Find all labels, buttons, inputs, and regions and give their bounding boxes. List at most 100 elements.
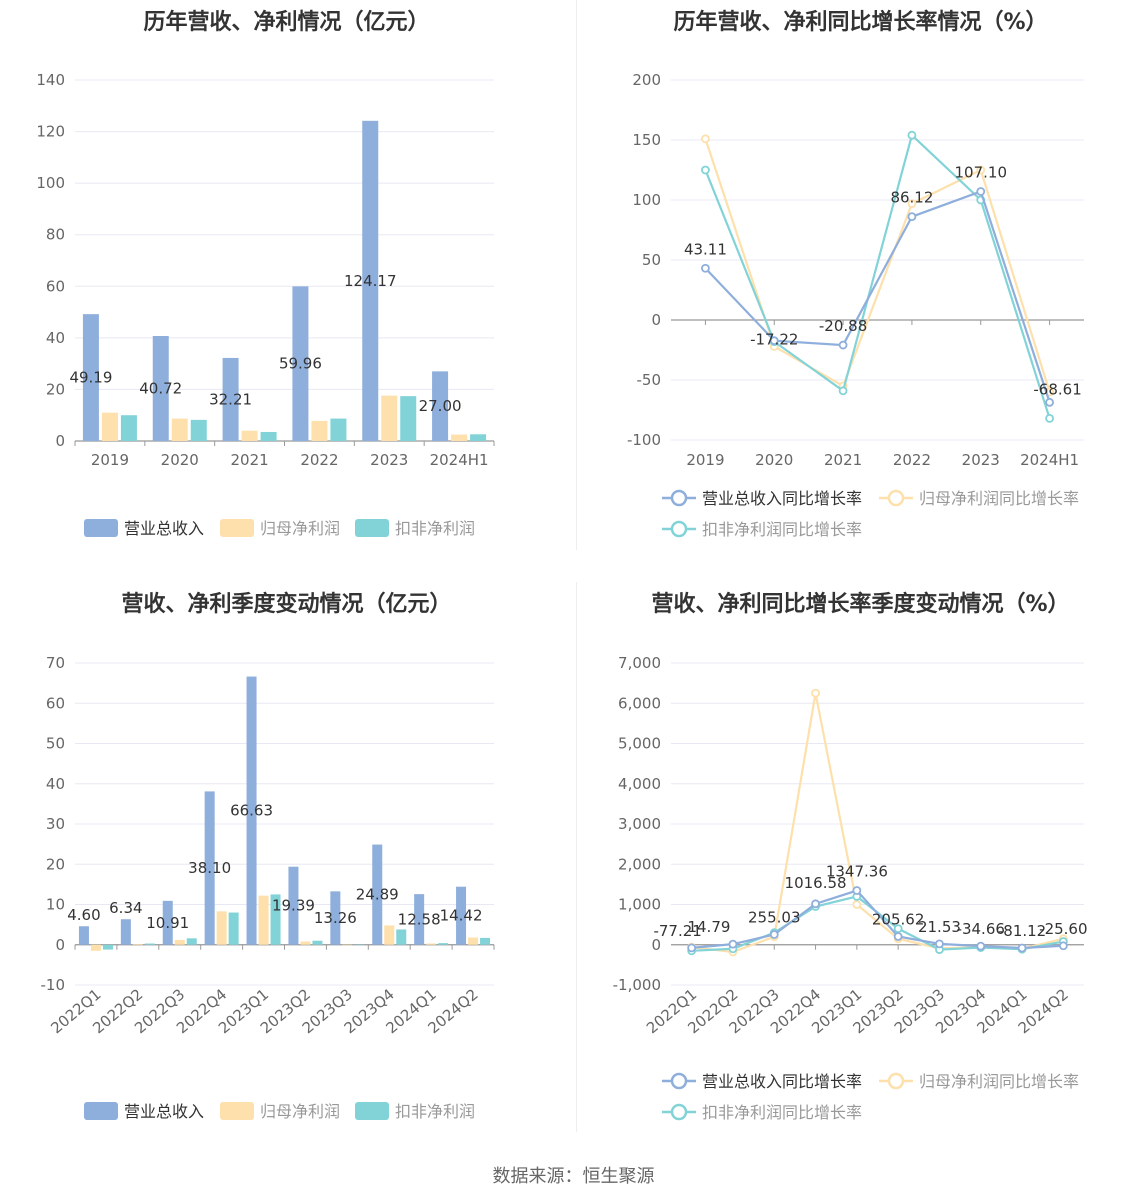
legend-label: 营业总收入 (124, 519, 204, 538)
data-label: 10.91 (146, 914, 189, 932)
series-line (704, 133, 1051, 419)
data-label: -25.60 (1039, 920, 1087, 938)
series-line (704, 190, 1051, 403)
bar-parent-net-profit (342, 944, 353, 946)
data-label: 21.53 (918, 918, 961, 936)
legend-label: 营业总收入 (124, 1102, 204, 1121)
bar-deducted-net-profit (186, 938, 197, 945)
bar-parent-net-profit (468, 937, 479, 945)
data-point (701, 134, 710, 144)
data-point (838, 386, 848, 396)
data-point (852, 900, 862, 909)
x-tick-label: 2024H1 (430, 451, 489, 469)
y-tick-label: -10 (41, 976, 66, 994)
bar-parent-net-profit (90, 944, 101, 951)
data-point (687, 943, 697, 953)
data-point (976, 941, 986, 951)
data-label: 32.21 (209, 390, 252, 408)
y-tick-label: 10 (46, 896, 65, 914)
data-label: 49.19 (69, 369, 112, 387)
bar-revenue (372, 844, 383, 945)
legend-item: 归母净利润同比增长率 (879, 1072, 1079, 1091)
y-tick-label: 100 (632, 191, 661, 209)
quarterly-growth-chart: 营收、净利同比增长率季度变动情况（%） -1,000 0 1,000 2,000 3,0… (574, 582, 1147, 1164)
x-tick-label: 2020 (161, 451, 199, 469)
bar-parent-net-profit (451, 434, 468, 441)
data-point (852, 886, 862, 895)
bar-deducted-net-profit (330, 418, 347, 441)
x-tick-label: 2024H1 (1020, 451, 1079, 469)
chart-title: 历年营收、净利同比增长率情况（%） (673, 10, 1048, 35)
data-label: 14.79 (687, 918, 730, 936)
data-point (935, 939, 944, 949)
data-label: 4.60 (67, 906, 100, 924)
data-label: -20.88 (819, 317, 867, 335)
y-tick-label: 40 (46, 329, 65, 347)
y-tick-label: 4,000 (618, 775, 661, 793)
bar-deducted-net-profit (120, 415, 137, 441)
legend-label: 扣非净利润同比增长率 (702, 1103, 862, 1122)
y-tick-label: 0 (651, 936, 661, 954)
chart-title: 历年营收、净利情况（亿元） (143, 10, 430, 35)
annual-amount-chart: 历年营收、净利情况（亿元） 0 20 40 60 80 100 120 140 2019 2020… (0, 0, 573, 582)
x-tick-label: 2023 (962, 451, 1000, 469)
bar-revenue (162, 900, 173, 945)
legend-item: 扣非净利润 (355, 519, 475, 538)
legend-marker (887, 489, 905, 507)
legend-item: 营业总收入 (84, 1102, 204, 1121)
legend-item: 扣非净利润 (355, 1102, 475, 1121)
y-tick-label: 200 (632, 71, 661, 89)
bar-deducted-net-profit (400, 396, 417, 441)
x-tick-label: 2022 (300, 451, 338, 469)
legend-swatch (220, 519, 254, 537)
bar-deducted-net-profit (102, 944, 113, 950)
y-tick-label: 50 (46, 735, 65, 753)
data-label: -81.12 (998, 922, 1046, 940)
bar-revenue (432, 371, 449, 441)
legend-marker (670, 520, 688, 538)
bar-parent-net-profit (384, 925, 395, 945)
legend-label: 归母净利润同比增长率 (919, 1072, 1079, 1091)
data-label: 255.03 (748, 908, 801, 926)
y-tick-label: 80 (46, 226, 65, 244)
bar-parent-net-profit (174, 939, 185, 945)
data-label: -34.66 (957, 920, 1005, 938)
data-point (811, 688, 820, 698)
data-label: -17.22 (750, 331, 798, 349)
chart-svg: -100 -50 0 50 100 150 200 2019 2020 2021 2022 2023 2… (627, 71, 1084, 539)
bar-revenue (414, 894, 425, 945)
data-point (811, 899, 820, 909)
legend-item: 营业总收入同比增长率 (662, 489, 862, 508)
y-tick-label: 140 (36, 71, 65, 89)
legend-item: 营业总收入 (84, 519, 204, 538)
data-point (1058, 941, 1068, 951)
legend-item: 归母净利润 (220, 519, 340, 538)
y-tick-label: 70 (46, 654, 65, 672)
legend-marker (887, 1072, 905, 1090)
data-point (976, 187, 986, 196)
bar-parent-net-profit (216, 911, 227, 945)
y-tick-label: 50 (642, 251, 661, 269)
bar-parent-net-profit (311, 420, 328, 441)
legend-label: 扣非净利润 (395, 1102, 475, 1121)
bar-revenue (456, 886, 467, 945)
bar-revenue (152, 336, 169, 441)
data-point (1045, 397, 1054, 407)
x-tick-label: 2019 (91, 451, 129, 469)
legend-swatch (84, 519, 118, 537)
data-label: 107.10 (955, 163, 1008, 181)
data-point (893, 932, 903, 941)
legend-marker (670, 489, 688, 507)
legend-swatch (84, 1102, 118, 1120)
bar-revenue (246, 676, 257, 945)
data-point (907, 130, 917, 140)
bar-revenue (78, 926, 89, 945)
legend-label: 归母净利润 (260, 519, 340, 538)
y-tick-label: 6,000 (618, 694, 661, 712)
legend-label: 归母净利润同比增长率 (919, 489, 1079, 508)
data-label: 14.42 (440, 907, 483, 925)
y-tick-label: 60 (46, 277, 65, 295)
data-point (907, 199, 917, 209)
